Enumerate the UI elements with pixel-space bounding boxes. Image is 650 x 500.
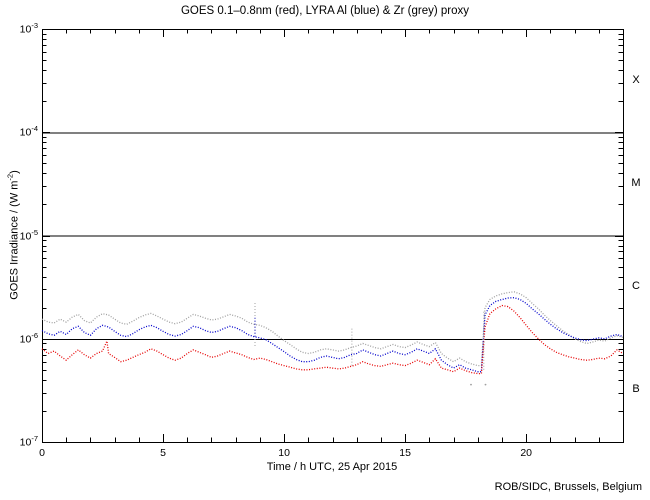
y-tick-label: 10-4 <box>19 124 38 139</box>
y-tick-label: 10-7 <box>19 434 38 449</box>
y-axis-title-close: ) <box>8 170 21 174</box>
stray-dot <box>470 383 472 386</box>
x-tick-label: 0 <box>39 447 45 459</box>
flare-class-label-b: B <box>632 383 640 396</box>
y-tick-label: 10-6 <box>19 330 38 346</box>
y-axis-title-exponent: -2 <box>5 173 15 181</box>
series-lyra-curve <box>41 297 624 373</box>
series-lyra-curve <box>41 291 624 367</box>
x-axis-title: Time / h UTC, 25 Apr 2015 <box>266 461 398 473</box>
y-tick-label: 10-3 <box>19 21 38 36</box>
credit-text: ROB/SIDC, Brussels, Belgium <box>494 481 642 493</box>
x-tick-label: 5 <box>160 447 166 459</box>
x-tick-label: 15 <box>399 447 411 459</box>
stray-dot <box>484 383 487 386</box>
series-goes-curve <box>41 304 624 375</box>
x-tick-label: 10 <box>278 447 290 459</box>
x-tick-label: 20 <box>520 447 532 459</box>
flare-class-label-c: C <box>632 280 640 293</box>
y-tick-label: 10-5 <box>19 227 38 243</box>
flare-class-label-m: M <box>631 176 641 189</box>
chart-title: GOES 0.1–0.8nm (red), LYRA Al (blue) & Z… <box>180 5 470 17</box>
flare-class-label-x: X <box>632 73 640 86</box>
